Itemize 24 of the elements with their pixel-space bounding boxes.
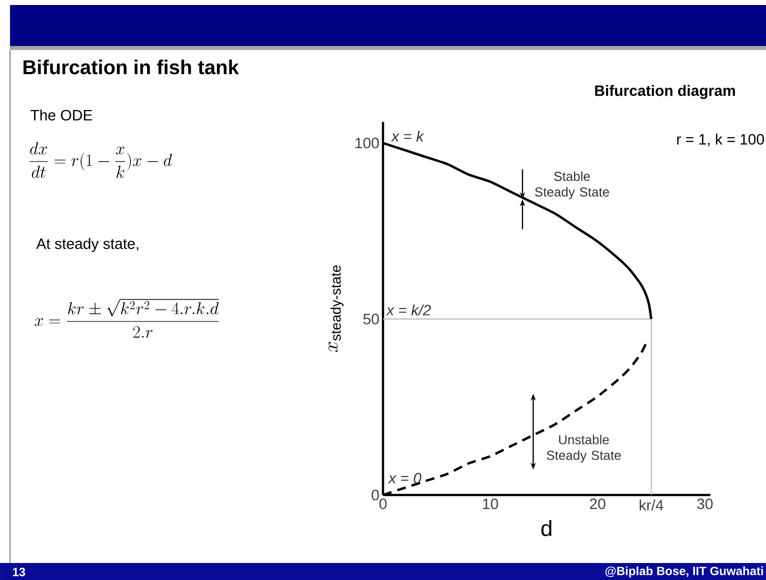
annotation: x = 0 <box>388 472 422 484</box>
text: $\frac{dx}{dt}=r(1-\frac{x}{k})x-d$ <box>29 142 172 178</box>
text: The ODE <box>30 109 92 120</box>
text: @Biplab Bose, IIT Guwahati <box>605 566 763 578</box>
text: $x=\frac{kr\pm\sqrt{k^2r^2-4.r.k.d}}{2.r}$ <box>34 299 219 338</box>
y-tick-label: 0 <box>372 490 379 500</box>
x-tick-label: 0 <box>379 498 387 510</box>
text: At steady state, <box>36 238 138 252</box>
annotation: Unstable Steady State <box>546 434 621 462</box>
text: 13 <box>12 568 26 576</box>
y-axis-title: $x_{\mathrm{steady\text{-}state}}$ <box>328 265 344 352</box>
y-tick-label: 100 <box>356 138 379 148</box>
x-tick-label: 10 <box>483 498 498 510</box>
x-tick-label: 30 <box>697 498 713 510</box>
x-axis-title: d <box>541 520 552 536</box>
text: Bifurcation in fish tank <box>24 60 239 74</box>
y-tick-label: 50 <box>363 314 379 324</box>
x-tick-label: 20 <box>590 498 606 510</box>
annotation: Stable Steady State <box>535 171 610 200</box>
annotation: x = k <box>390 130 424 142</box>
chart-title: Bifurcation diagram <box>595 84 735 100</box>
ref-line-label: x = k/2 <box>386 304 431 316</box>
ref-line-label: kr/4 <box>640 500 664 511</box>
annotation: r = 1, k = 100 <box>677 134 764 146</box>
